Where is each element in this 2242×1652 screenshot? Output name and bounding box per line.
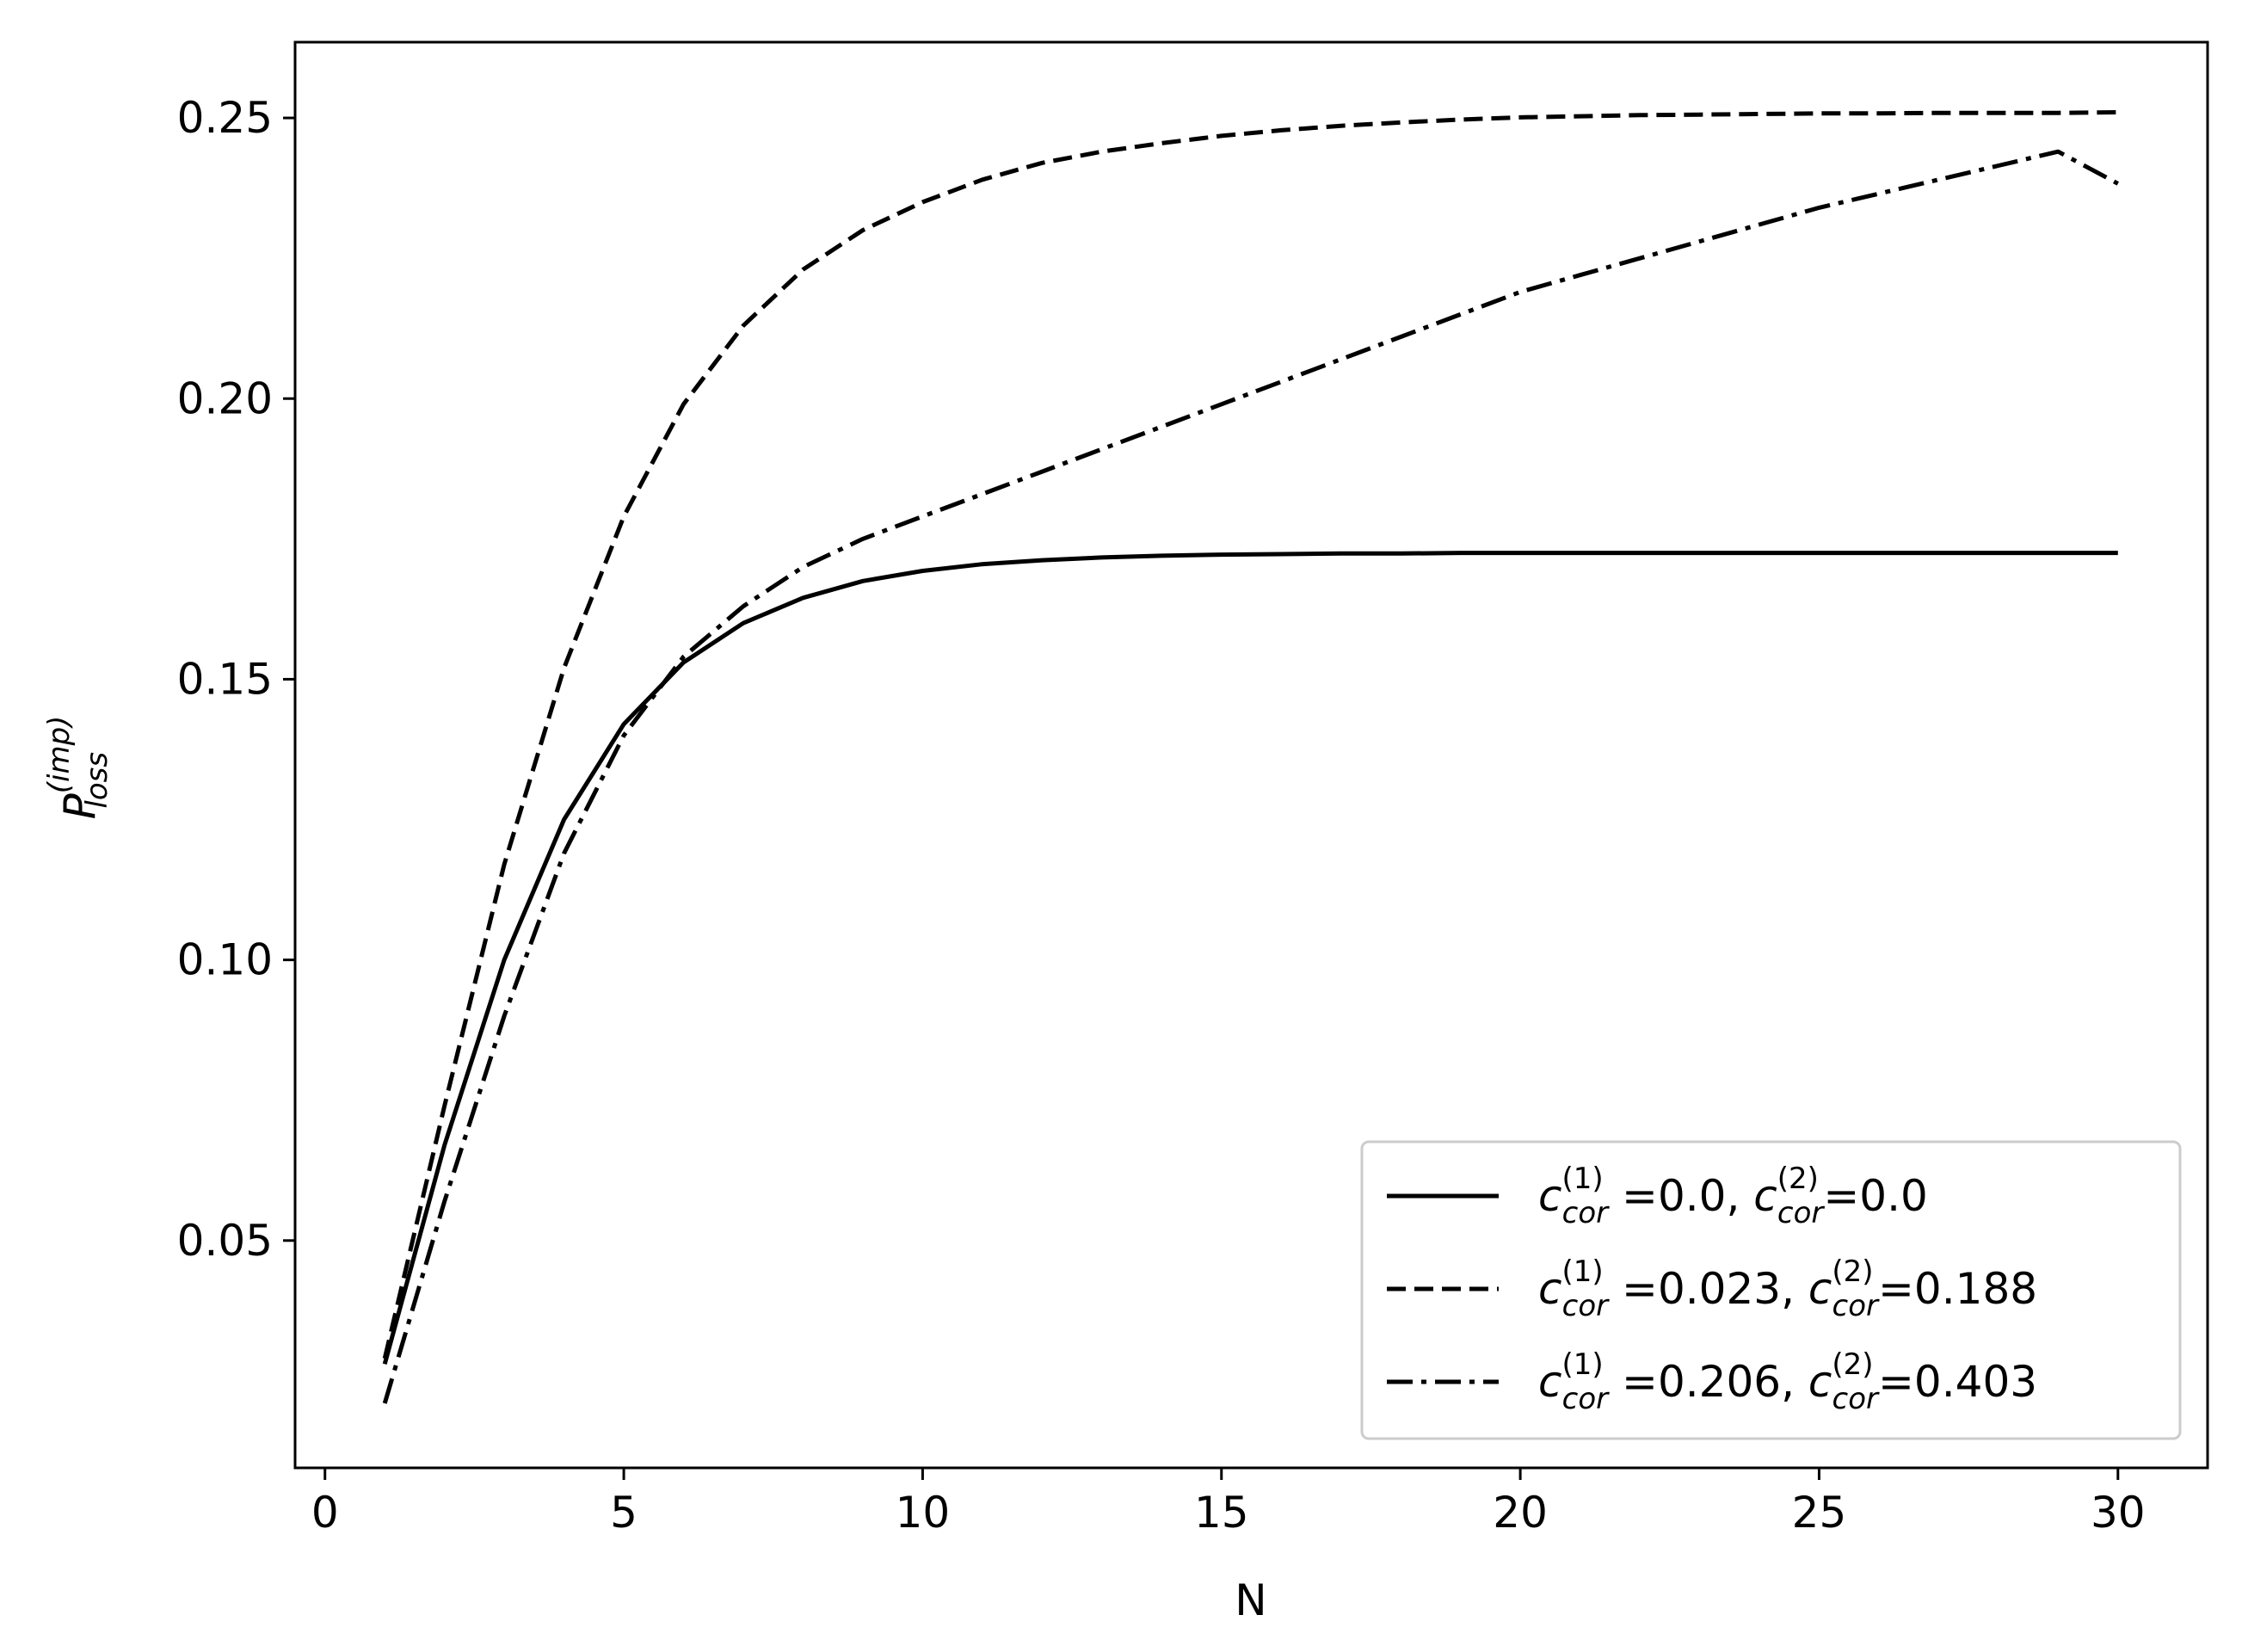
y-axis: 0.05 0.10 0.15 0.20 0.25 — [177, 93, 295, 1266]
axes-frame — [293, 40, 2209, 1470]
x-axis-title: N — [1235, 1575, 1266, 1625]
y-tick-label: 0.25 — [177, 93, 273, 143]
y-tick-label: 0.10 — [177, 935, 273, 985]
y-axis-title-sub: loss — [80, 752, 114, 809]
plot-area: 0 5 10 15 20 25 30 0.05 0.10 0.15 0.20 0.25 — [177, 40, 2209, 1538]
legend: c(1) cor =0.0, c(2) cor=0.0 c(1) cor =0.023,… — [1360, 1140, 2182, 1440]
legend-box — [1360, 1140, 2182, 1440]
y-tick-label: 0.05 — [177, 1216, 273, 1266]
legend-label: c(1) cor =0.023, c(2) cor=0.188 — [1538, 1254, 2037, 1323]
series-line-dashdot — [382, 149, 2119, 1404]
x-tick-label: 10 — [896, 1488, 951, 1538]
x-tick-label: 0 — [311, 1488, 339, 1538]
y-axis-title-sup: (imp) — [42, 716, 77, 794]
x-axis: 0 5 10 15 20 25 30 — [311, 1468, 2146, 1538]
y-tick-label: 0.20 — [177, 373, 273, 423]
svg-text:P(imp)loss: P(imp) loss — [42, 716, 114, 820]
x-tick-label: 20 — [1493, 1488, 1548, 1538]
x-tick-label: 15 — [1194, 1488, 1249, 1538]
y-tick-label: 0.15 — [177, 654, 273, 704]
series-line-dashed — [382, 110, 2118, 1359]
y-axis-title: P(imp) loss — [42, 716, 114, 820]
x-tick-label: 5 — [610, 1488, 637, 1538]
x-tick-label: 30 — [2091, 1488, 2146, 1538]
y-axis-title-base: P — [55, 792, 105, 819]
legend-label: c(1) cor =0.0, c(2) cor=0.0 — [1538, 1162, 1928, 1230]
legend-label: c(1) cor =0.206, c(2) cor=0.403 — [1538, 1347, 2037, 1416]
x-tick-label: 25 — [1792, 1488, 1847, 1538]
series-lines — [382, 110, 2119, 1404]
